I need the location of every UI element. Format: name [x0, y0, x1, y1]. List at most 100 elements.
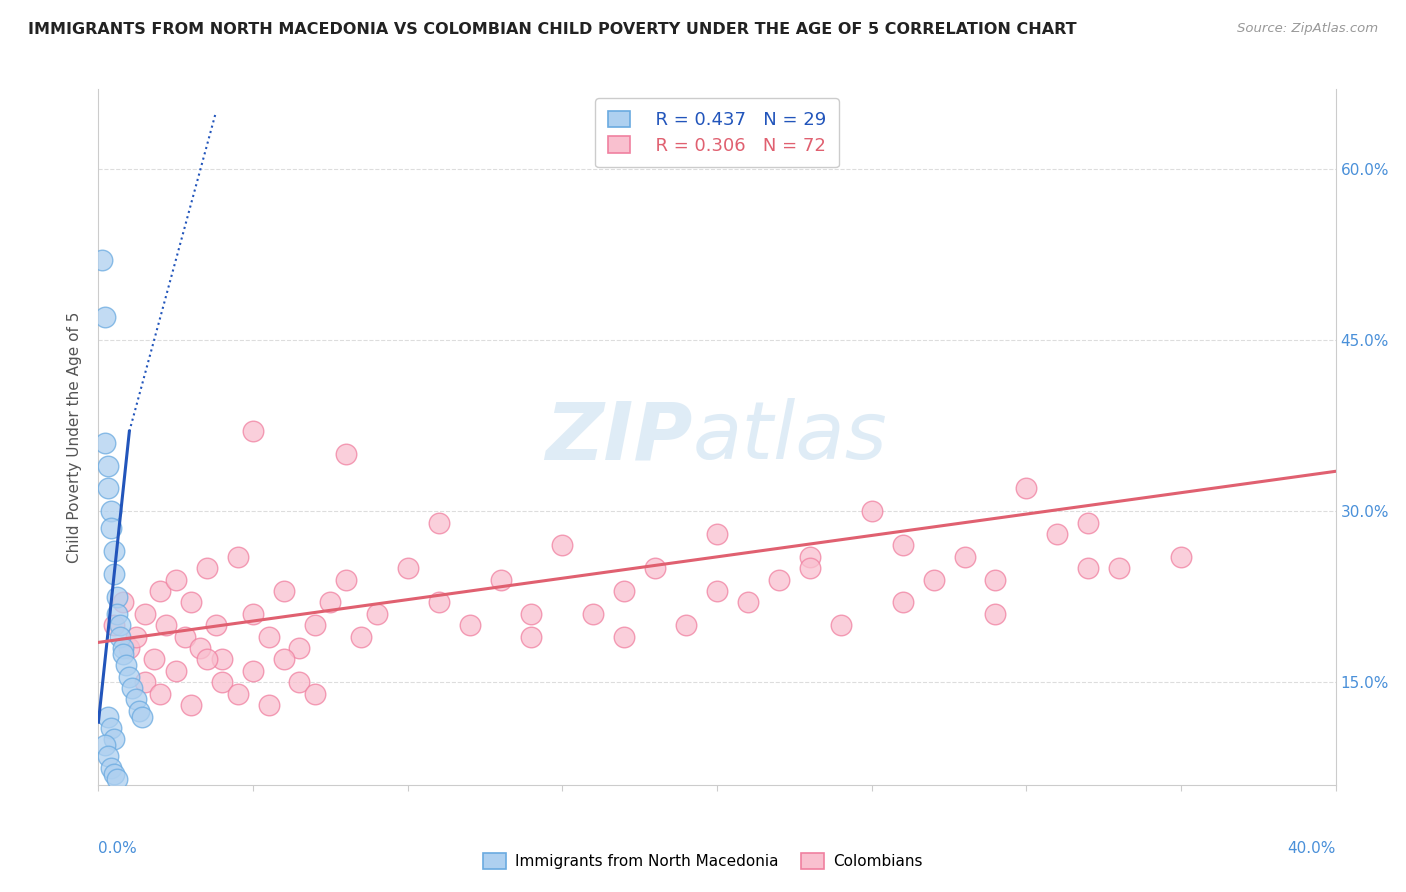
Point: [103, 766, 125, 780]
Point: [128, 704, 150, 718]
Point: [155, 618, 177, 632]
Point: [211, 675, 233, 690]
Point: [799, 561, 821, 575]
Point: [304, 618, 326, 632]
Point: [288, 641, 311, 656]
Point: [273, 584, 295, 599]
Point: [582, 607, 605, 621]
Text: 40.0%: 40.0%: [1288, 841, 1336, 856]
Point: [190, 641, 212, 656]
Point: [551, 538, 574, 552]
Point: [165, 573, 187, 587]
Point: [737, 595, 759, 609]
Y-axis label: Child Poverty Under the Age of 5: Child Poverty Under the Age of 5: [67, 311, 83, 563]
Point: [706, 527, 728, 541]
Point: [103, 618, 125, 632]
Point: [226, 687, 249, 701]
Point: [108, 618, 131, 632]
Point: [97, 749, 120, 764]
Point: [124, 692, 146, 706]
Point: [211, 652, 233, 666]
Point: [121, 681, 143, 695]
Point: [93, 310, 115, 325]
Point: [105, 590, 128, 604]
Point: [520, 630, 543, 644]
Point: [675, 618, 697, 632]
Point: [613, 630, 636, 644]
Point: [105, 772, 128, 787]
Point: [520, 607, 543, 621]
Point: [108, 630, 131, 644]
Point: [613, 584, 636, 599]
Point: [90, 253, 112, 268]
Point: [427, 516, 450, 530]
Point: [366, 607, 388, 621]
Point: [149, 584, 172, 599]
Point: [118, 641, 141, 656]
Point: [706, 584, 728, 599]
Point: [953, 549, 976, 564]
Point: [891, 538, 914, 552]
Point: [242, 607, 264, 621]
Point: [118, 670, 141, 684]
Point: [97, 709, 120, 723]
Point: [830, 618, 852, 632]
Point: [242, 664, 264, 678]
Point: [1077, 516, 1099, 530]
Point: [350, 630, 373, 644]
Point: [97, 458, 120, 473]
Point: [319, 595, 342, 609]
Point: [257, 630, 280, 644]
Point: [112, 641, 135, 656]
Point: [105, 607, 128, 621]
Point: [226, 549, 249, 564]
Point: [112, 647, 135, 661]
Point: [103, 732, 125, 747]
Point: [124, 630, 146, 644]
Legend:   R = 0.437   N = 29,   R = 0.306   N = 72: R = 0.437 N = 29, R = 0.306 N = 72: [595, 98, 839, 168]
Point: [100, 504, 122, 518]
Point: [1170, 549, 1192, 564]
Point: [100, 721, 122, 735]
Point: [984, 607, 1007, 621]
Point: [174, 630, 197, 644]
Point: [922, 573, 945, 587]
Point: [1015, 482, 1038, 496]
Point: [335, 573, 357, 587]
Point: [304, 687, 326, 701]
Point: [242, 425, 264, 439]
Point: [97, 482, 120, 496]
Point: [1046, 527, 1069, 541]
Text: 0.0%: 0.0%: [98, 841, 138, 856]
Point: [195, 561, 218, 575]
Point: [273, 652, 295, 666]
Point: [335, 447, 357, 461]
Text: Source: ZipAtlas.com: Source: ZipAtlas.com: [1237, 22, 1378, 36]
Point: [112, 595, 135, 609]
Point: [427, 595, 450, 609]
Text: ZIP: ZIP: [546, 398, 692, 476]
Point: [180, 595, 202, 609]
Text: atlas: atlas: [692, 398, 887, 476]
Point: [489, 573, 512, 587]
Text: IMMIGRANTS FROM NORTH MACEDONIA VS COLOMBIAN CHILD POVERTY UNDER THE AGE OF 5 CO: IMMIGRANTS FROM NORTH MACEDONIA VS COLOM…: [28, 22, 1077, 37]
Point: [205, 618, 228, 632]
Point: [396, 561, 419, 575]
Point: [134, 607, 156, 621]
Point: [115, 658, 138, 673]
Point: [768, 573, 790, 587]
Point: [100, 761, 122, 775]
Point: [891, 595, 914, 609]
Point: [458, 618, 481, 632]
Point: [1077, 561, 1099, 575]
Point: [288, 675, 311, 690]
Point: [860, 504, 883, 518]
Point: [134, 675, 156, 690]
Point: [100, 521, 122, 535]
Point: [644, 561, 666, 575]
Point: [1108, 561, 1130, 575]
Point: [257, 698, 280, 712]
Legend: Immigrants from North Macedonia, Colombians: Immigrants from North Macedonia, Colombi…: [477, 847, 929, 875]
Point: [149, 687, 172, 701]
Point: [93, 738, 115, 752]
